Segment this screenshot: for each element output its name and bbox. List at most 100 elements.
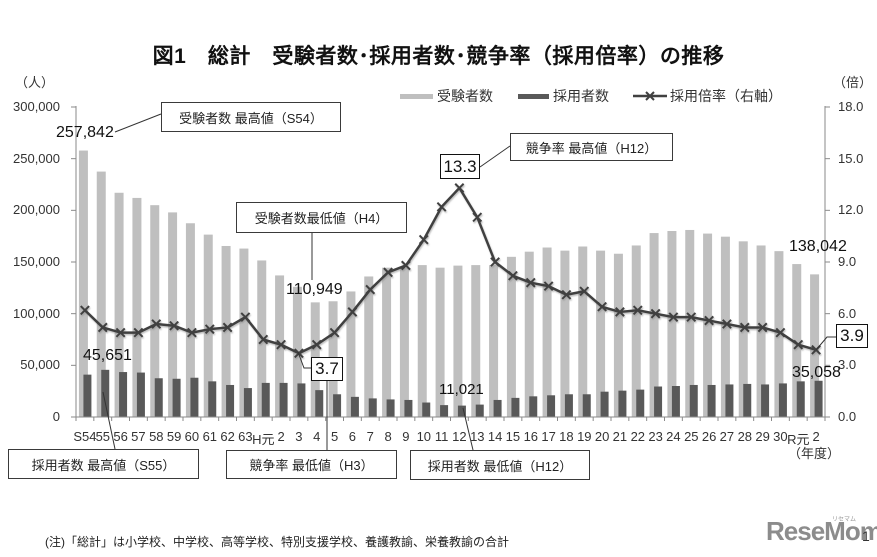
x-marker-stroke [472,212,483,223]
hired-bar [315,390,324,417]
annotation-latest-hired-value: 35,058 [792,364,841,381]
x-axis-label: 63 [238,429,253,444]
x-axis-label: 30 [773,429,788,444]
x-axis-label: 7 [366,429,374,444]
x-marker-icon [115,327,126,338]
leader-hired-min [462,407,474,451]
x-axis-label: R元 [787,432,810,447]
x-marker-icon [704,315,714,326]
x-marker-stroke [508,270,518,281]
hired-bar [83,374,92,417]
x-axis-label: 23 [648,429,663,444]
x-marker-stroke [311,339,322,350]
x-marker-icon [775,327,786,338]
x-marker-stroke [240,312,251,323]
hired-bar [243,388,252,417]
hired-bar [457,405,466,417]
x-marker-stroke [222,322,233,333]
hired-bar [279,382,288,417]
x-axis-label: 55 [95,429,111,444]
x-marker-stroke [97,322,108,333]
x-marker-stroke [204,324,215,335]
x-marker-icon [686,312,697,323]
left-tick-label: 200,000 [13,202,60,217]
footnote: (注)「総計」は小学校、中学校、高等学校、特別支援学校、養護教諭、栄養教諭の合計 [45,535,509,549]
x-axis-label: 2 [812,429,820,444]
x-axis-label: 22 [630,429,646,444]
annotation-hired-min-value: 11,021 [439,381,484,398]
left-tick-label: 100,000 [13,306,60,321]
leader-hired-max [102,391,116,450]
x-marker-icon [757,322,768,333]
x-marker-icon [490,257,500,267]
applicants-bar [542,247,552,417]
x-marker-icon [347,307,358,317]
left-tick-label: 250,000 [13,151,60,166]
x-marker-icon [615,307,625,317]
applicants-bar [685,229,695,417]
x-marker-icon [597,301,607,312]
x-marker-stroke [704,315,714,326]
x-marker-icon [650,308,661,319]
x-axis-label: 24 [666,429,681,444]
x-axis-label: 26 [701,429,717,444]
x-marker-icon [561,289,572,300]
x-axis-label: 20 [594,429,610,444]
applicants-bar [524,251,534,417]
annotation-applicants-max-value: 257,842 [56,124,114,141]
x-marker-icon [739,322,750,333]
applicants-bar [489,265,499,417]
hired-bar [422,402,431,417]
hired-bar [172,378,181,417]
annotation-applicants-min-value: 110,949 [286,281,343,298]
annotation-applicants-min-box: 受験者数最低値（H4） [236,202,407,233]
hired-bar [101,369,110,417]
right-tick-label: 0.0 [838,409,857,424]
x-marker-icon [222,322,233,333]
hired-bar [529,396,538,417]
leader-applicants-max [114,113,162,133]
x-marker-stroke [418,234,429,245]
applicants-bar [613,253,623,417]
applicants-bar [417,265,427,417]
x-axis-label: 17 [541,429,556,444]
x-marker-stroke [632,305,643,316]
x-marker-icon [329,327,340,338]
x-axis-label: 10 [416,429,432,444]
rate-line [84,186,817,355]
applicants-bar [649,233,659,417]
hired-bar [190,377,199,417]
applicants-bar [453,265,463,417]
x-marker-icon [311,339,322,350]
x-axis-label: 62 [220,429,235,444]
hired-bar [547,395,556,417]
page-number: 1 [862,528,870,544]
x-marker-icon [151,319,162,329]
resemom-logo: ReseMom [766,516,877,546]
x-marker-stroke [258,334,269,345]
x-axis-label: 6 [348,429,357,444]
x-marker-stroke [151,319,162,329]
x-marker-icon [632,305,643,316]
left-tick-label: 150,000 [13,254,60,269]
hired-bar [119,372,128,417]
x-marker-stroke [365,284,376,295]
applicants-bar [631,245,641,417]
x-marker-stroke [793,339,804,350]
x-marker-stroke [615,307,625,317]
x-axis-label: 28 [737,429,753,444]
hired-bar [600,391,609,417]
x-axis-label: 5 [330,429,339,444]
hired-bar [226,384,235,417]
x-marker-stroke [169,320,179,331]
x-marker-stroke [579,286,590,297]
x-marker-icon [436,201,447,212]
x-axis-label: 19 [577,429,592,444]
applicants-bar [399,267,409,417]
legend-swatch-hired [518,94,549,99]
x-axis-label: S54 [73,429,97,444]
legend-line-x-icon [633,91,667,101]
x-marker-stroke [722,319,732,329]
x-marker-icon [365,284,376,295]
